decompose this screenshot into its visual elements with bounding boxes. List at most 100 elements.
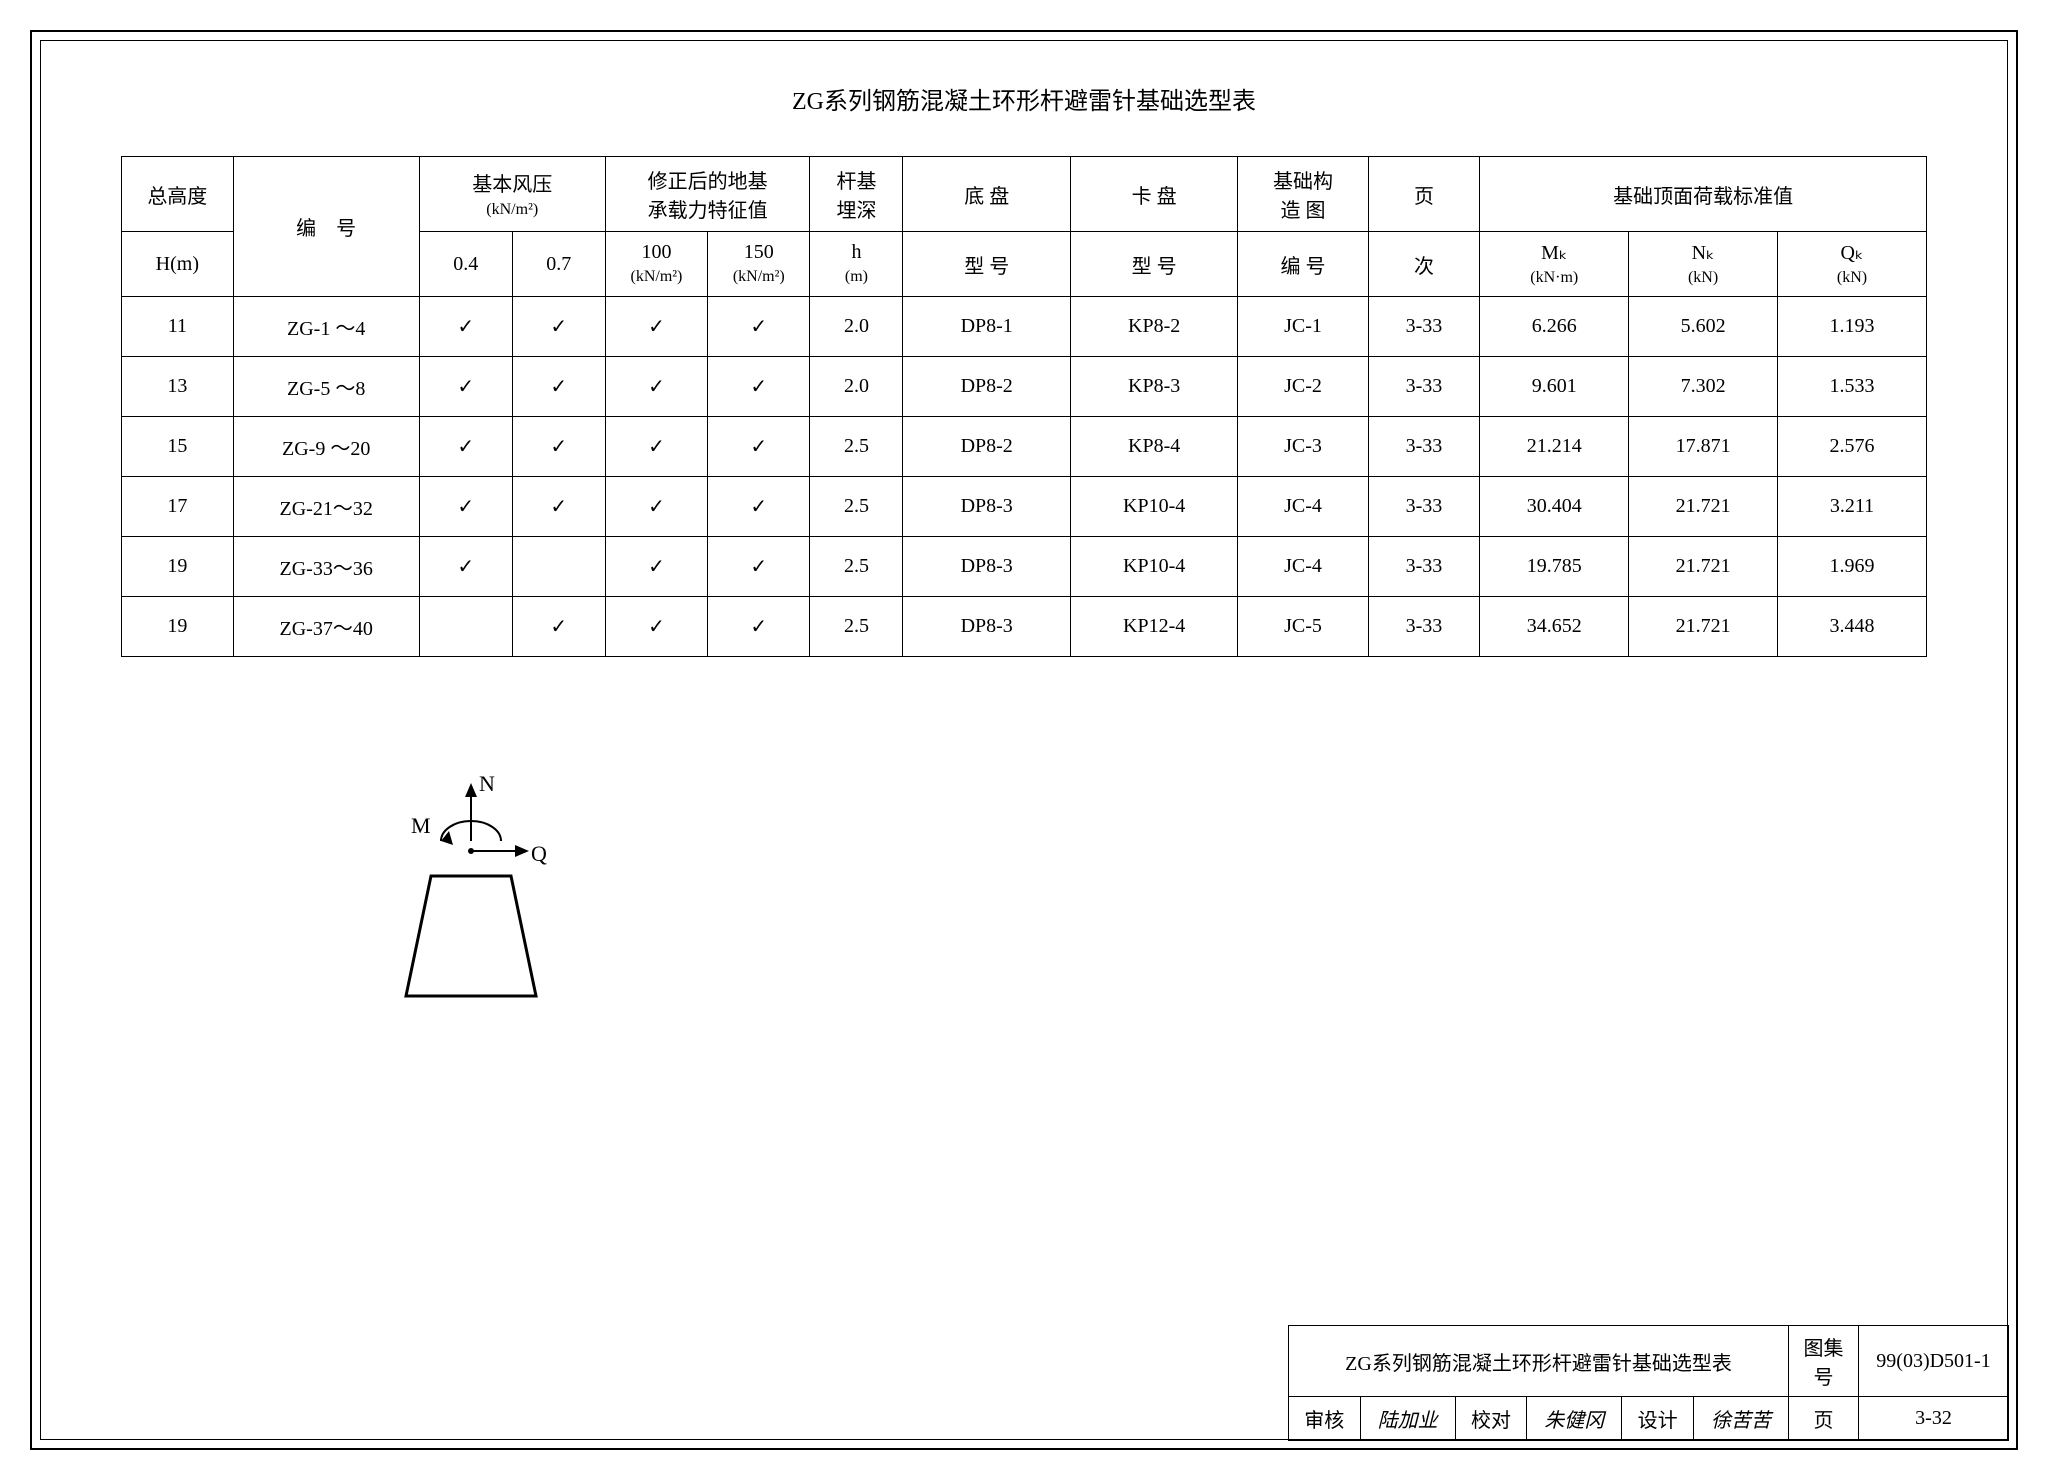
page-title: ZG系列钢筋混凝土环形杆避雷针基础选型表 [121, 81, 1927, 116]
cell-code: ZG-33～36 [233, 537, 419, 597]
cell-mk: 9.601 [1480, 357, 1629, 417]
th-bearing2: 承载力特征值 [648, 200, 768, 222]
cell-dp: DP8-2 [903, 357, 1070, 417]
cell-depth: 2.5 [810, 417, 903, 477]
cell-depth: 2.0 [810, 357, 903, 417]
cell-h: 11 [122, 297, 234, 357]
cell-kp: KP8-4 [1070, 417, 1237, 477]
cell-dp: DP8-3 [903, 477, 1070, 537]
cell-b150: ✓ [708, 417, 810, 477]
cell-jc: JC-4 [1238, 537, 1368, 597]
th-nk-l: Nₖ [1692, 242, 1715, 264]
cell-h: 17 [122, 477, 234, 537]
cell-jc: JC-5 [1238, 597, 1368, 657]
th-code: 编 号 [233, 157, 419, 297]
cell-code: ZG-5 ～8 [233, 357, 419, 417]
cell-qk: 1.533 [1778, 357, 1927, 417]
th-mk: Mₖ (kN·m) [1480, 232, 1629, 297]
cell-kp: KP8-3 [1070, 357, 1237, 417]
th-jc-top: 基础构 造 图 [1238, 157, 1368, 232]
th-jc1: 基础构 [1273, 171, 1333, 193]
cell-b150: ✓ [708, 537, 810, 597]
cell-dp: DP8-1 [903, 297, 1070, 357]
title-block: ZG系列钢筋混凝土环形杆避雷针基础选型表 图集号 99(03)D501-1 审核… [1288, 1325, 2009, 1441]
cell-b100: ✓ [605, 297, 707, 357]
cell-b150: ✓ [708, 297, 810, 357]
force-diagram: N M Q [361, 771, 581, 1031]
cell-page: 3-33 [1368, 597, 1480, 657]
cell-qk: 3.211 [1778, 477, 1927, 537]
cell-wp04: ✓ [419, 297, 512, 357]
th-wp04: 0.4 [419, 232, 512, 297]
th-b150-v: 150 [744, 241, 774, 263]
cell-code: ZG-9 ～20 [233, 417, 419, 477]
cell-b150: ✓ [708, 477, 810, 537]
cell-b100: ✓ [605, 477, 707, 537]
cell-mk: 34.652 [1480, 597, 1629, 657]
cell-page: 3-33 [1368, 477, 1480, 537]
cell-jc: JC-4 [1238, 477, 1368, 537]
tb-page-no: 3-32 [1859, 1397, 2009, 1441]
cell-h: 19 [122, 537, 234, 597]
tb-design-sig: 徐苦苦 [1693, 1397, 1788, 1441]
cell-nk: 21.721 [1629, 477, 1778, 537]
table-row: 13ZG-5 ～8✓✓✓✓2.0DP8-2KP8-3JC-23-339.6017… [122, 357, 1927, 417]
cell-nk: 21.721 [1629, 597, 1778, 657]
cell-mk: 19.785 [1480, 537, 1629, 597]
table-row: 19ZG-33～36✓✓✓2.5DP8-3KP10-4JC-43-3319.78… [122, 537, 1927, 597]
cell-dp: DP8-3 [903, 537, 1070, 597]
cell-page: 3-33 [1368, 417, 1480, 477]
cell-nk: 17.871 [1629, 417, 1778, 477]
th-mk-l: Mₖ [1541, 242, 1567, 264]
cell-b150: ✓ [708, 357, 810, 417]
cell-page: 3-33 [1368, 537, 1480, 597]
th-nk-u: (kN) [1688, 269, 1718, 286]
cell-nk: 7.302 [1629, 357, 1778, 417]
cell-jc: JC-3 [1238, 417, 1368, 477]
cell-kp: KP10-4 [1070, 537, 1237, 597]
th-wp-label: 基本风压 [472, 174, 552, 196]
tb-page-label: 页 [1789, 1397, 1859, 1441]
th-h-top: 总高度 [122, 157, 234, 232]
cell-h: 15 [122, 417, 234, 477]
tb-check-sig: 朱健冈 [1527, 1397, 1622, 1441]
cell-qk: 1.969 [1778, 537, 1927, 597]
cell-h: 19 [122, 597, 234, 657]
cell-dp: DP8-3 [903, 597, 1070, 657]
th-dp-top: 底 盘 [903, 157, 1070, 232]
th-wp07: 0.7 [512, 232, 605, 297]
cell-mk: 6.266 [1480, 297, 1629, 357]
cell-qk: 3.448 [1778, 597, 1927, 657]
cell-wp07: ✓ [512, 357, 605, 417]
cell-wp04: ✓ [419, 357, 512, 417]
th-depth-bottom: h (m) [810, 232, 903, 297]
th-b100: 100 (kN/m²) [605, 232, 707, 297]
cell-code: ZG-21～32 [233, 477, 419, 537]
diagram-m-label: M [411, 813, 431, 838]
cell-wp07: ✓ [512, 417, 605, 477]
cell-page: 3-33 [1368, 297, 1480, 357]
th-kp-bottom: 型 号 [1070, 232, 1237, 297]
cell-b100: ✓ [605, 357, 707, 417]
table-row: 15ZG-9 ～20✓✓✓✓2.5DP8-2KP8-4JC-33-3321.21… [122, 417, 1927, 477]
th-qk-l: Qₖ [1841, 242, 1864, 264]
inner-frame: ZG系列钢筋混凝土环形杆避雷针基础选型表 总高度 编 号 基本风压 (kN/m²… [40, 40, 2008, 1440]
th-load-top: 基础顶面荷载标准值 [1480, 157, 1927, 232]
cell-jc: JC-1 [1238, 297, 1368, 357]
th-page-bottom: 次 [1368, 232, 1480, 297]
cell-b100: ✓ [605, 417, 707, 477]
cell-depth: 2.5 [810, 597, 903, 657]
th-bearing: 修正后的地基 承载力特征值 [605, 157, 810, 232]
selection-table: 总高度 编 号 基本风压 (kN/m²) 修正后的地基 承载力特征值 杆基 埋深… [121, 156, 1927, 657]
cell-code: ZG-1 ～4 [233, 297, 419, 357]
th-nk: Nₖ (kN) [1629, 232, 1778, 297]
cell-page: 3-33 [1368, 357, 1480, 417]
cell-nk: 5.602 [1629, 297, 1778, 357]
th-kp-top: 卡 盘 [1070, 157, 1237, 232]
th-bearing1: 修正后的地基 [648, 171, 768, 193]
th-b150: 150 (kN/m²) [708, 232, 810, 297]
table-row: 11ZG-1 ～4✓✓✓✓2.0DP8-1KP8-2JC-13-336.2665… [122, 297, 1927, 357]
cell-kp: KP10-4 [1070, 477, 1237, 537]
cell-qk: 1.193 [1778, 297, 1927, 357]
th-page-top: 页 [1368, 157, 1480, 232]
